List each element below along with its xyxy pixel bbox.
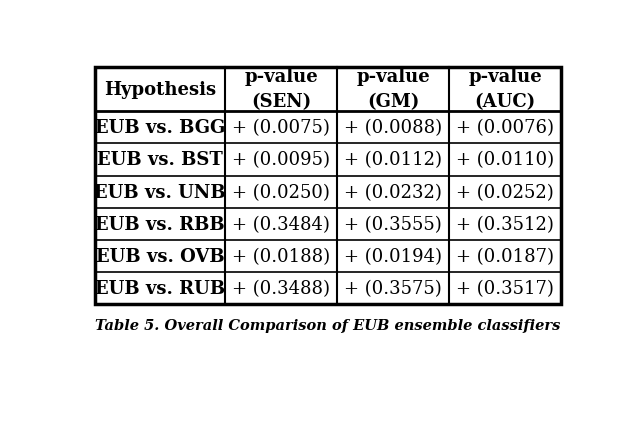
Text: + (0.0095): + (0.0095) [232, 151, 330, 169]
Text: + (0.0194): + (0.0194) [344, 248, 442, 265]
Text: + (0.0232): + (0.0232) [344, 183, 442, 201]
Bar [95, 67, 561, 305]
Text: + (0.3517): + (0.3517) [456, 279, 554, 298]
Text: + (0.0088): + (0.0088) [344, 119, 442, 137]
Text: p-value
(SEN): p-value (SEN) [244, 68, 318, 111]
Text: + (0.3512): + (0.3512) [456, 215, 554, 233]
Text: + (0.0112): + (0.0112) [344, 151, 442, 169]
Text: p-value
(GM): p-value (GM) [356, 68, 430, 111]
Text: + (0.0188): + (0.0188) [232, 248, 330, 265]
Text: Table 5. Overall Comparison of EUB ensemble classifiers: Table 5. Overall Comparison of EUB ensem… [95, 318, 560, 332]
Text: + (0.3488): + (0.3488) [232, 279, 330, 298]
Text: p-value
(AUC): p-value (AUC) [468, 68, 542, 111]
Text: EUB vs. OVB: EUB vs. OVB [96, 248, 225, 265]
Text: Hypothesis: Hypothesis [104, 81, 216, 99]
Text: + (0.0075): + (0.0075) [232, 119, 330, 137]
Text: + (0.0250): + (0.0250) [232, 183, 330, 201]
Text: + (0.0076): + (0.0076) [456, 119, 554, 137]
Text: + (0.0110): + (0.0110) [456, 151, 554, 169]
Text: + (0.3575): + (0.3575) [344, 279, 442, 298]
Text: EUB vs. RBB: EUB vs. RBB [95, 215, 225, 233]
Text: EUB vs. BGG: EUB vs. BGG [95, 119, 225, 137]
Text: EUB vs. UNB: EUB vs. UNB [94, 183, 226, 201]
Text: EUB vs. RUB: EUB vs. RUB [95, 279, 225, 298]
Text: EUB vs. BST: EUB vs. BST [97, 151, 223, 169]
Text: + (0.3484): + (0.3484) [232, 215, 330, 233]
Text: + (0.3555): + (0.3555) [344, 215, 442, 233]
Text: + (0.0187): + (0.0187) [456, 248, 554, 265]
Text: + (0.0252): + (0.0252) [456, 183, 554, 201]
